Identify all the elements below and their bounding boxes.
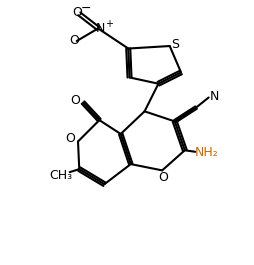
Text: O: O	[69, 34, 79, 47]
Text: N: N	[210, 90, 219, 103]
Text: O: O	[158, 171, 168, 184]
Text: NH₂: NH₂	[194, 146, 218, 159]
Text: −: −	[81, 2, 91, 15]
Text: S: S	[171, 38, 179, 51]
Text: +: +	[105, 19, 113, 29]
Text: O: O	[71, 94, 81, 107]
Text: O: O	[72, 6, 82, 19]
Text: CH₃: CH₃	[49, 169, 72, 182]
Text: N: N	[96, 22, 105, 35]
Text: O: O	[66, 132, 75, 145]
